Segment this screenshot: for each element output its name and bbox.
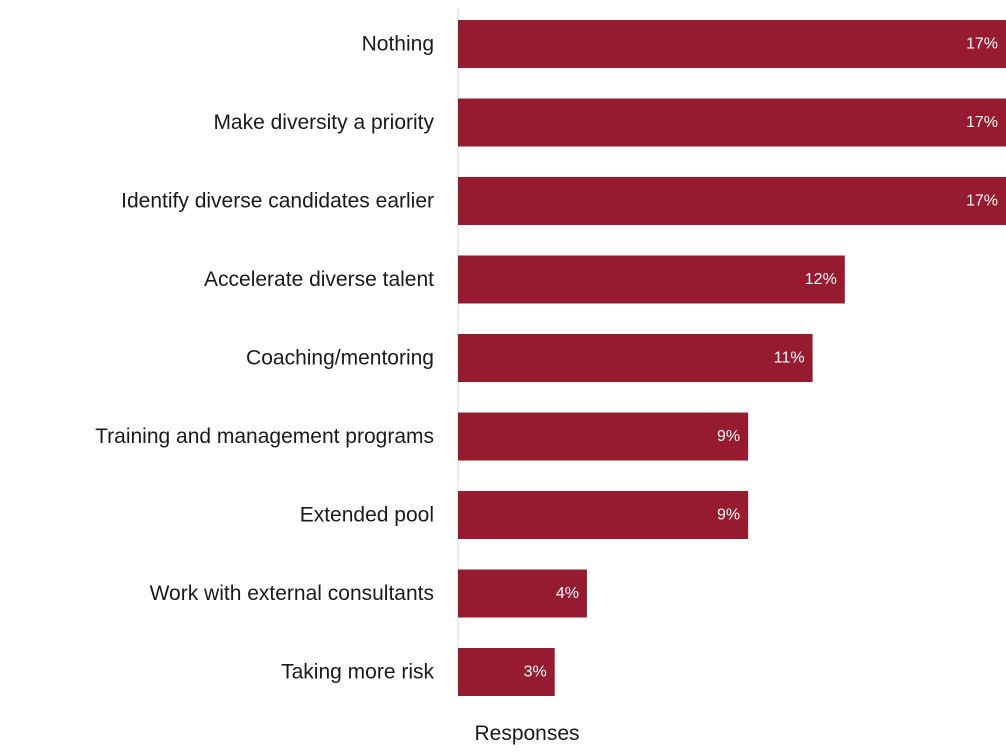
category-label: Taking more risk bbox=[281, 661, 434, 684]
category-label: Identify diverse candidates earlier bbox=[121, 190, 434, 213]
bar bbox=[458, 412, 749, 461]
category-label: Coaching/mentoring bbox=[246, 347, 434, 370]
bar bbox=[458, 491, 749, 539]
category-label: Make diversity a priority bbox=[213, 111, 434, 134]
data-label: 17% bbox=[966, 36, 998, 53]
data-label: 9% bbox=[717, 428, 740, 445]
category-label: Work with external consultants bbox=[150, 582, 434, 605]
bar bbox=[458, 648, 555, 696]
category-label: Extended pool bbox=[300, 504, 434, 527]
data-label: 12% bbox=[805, 271, 837, 288]
data-label: 17% bbox=[966, 114, 998, 131]
data-labels-group: 17% 17% 17% 12% 11% 9% 9% 4% 3% bbox=[524, 36, 998, 681]
bar bbox=[458, 177, 1006, 225]
category-label: Accelerate diverse talent bbox=[204, 268, 434, 291]
x-axis-title: Responses bbox=[474, 722, 579, 745]
category-label: Nothing bbox=[362, 33, 434, 56]
bars-group bbox=[458, 20, 1006, 696]
data-label: 4% bbox=[556, 585, 579, 602]
data-label: 17% bbox=[966, 193, 998, 210]
category-label: Training and management programs bbox=[95, 425, 434, 448]
category-labels-group: Nothing Make diversity a priority Identify… bbox=[95, 33, 434, 684]
bar bbox=[458, 255, 845, 304]
data-label: 3% bbox=[524, 664, 547, 681]
bar bbox=[458, 334, 813, 382]
data-label: 11% bbox=[774, 350, 805, 367]
bar bbox=[458, 98, 1006, 147]
bar bbox=[458, 569, 587, 618]
bar bbox=[458, 20, 1006, 68]
data-label: 9% bbox=[717, 507, 740, 524]
